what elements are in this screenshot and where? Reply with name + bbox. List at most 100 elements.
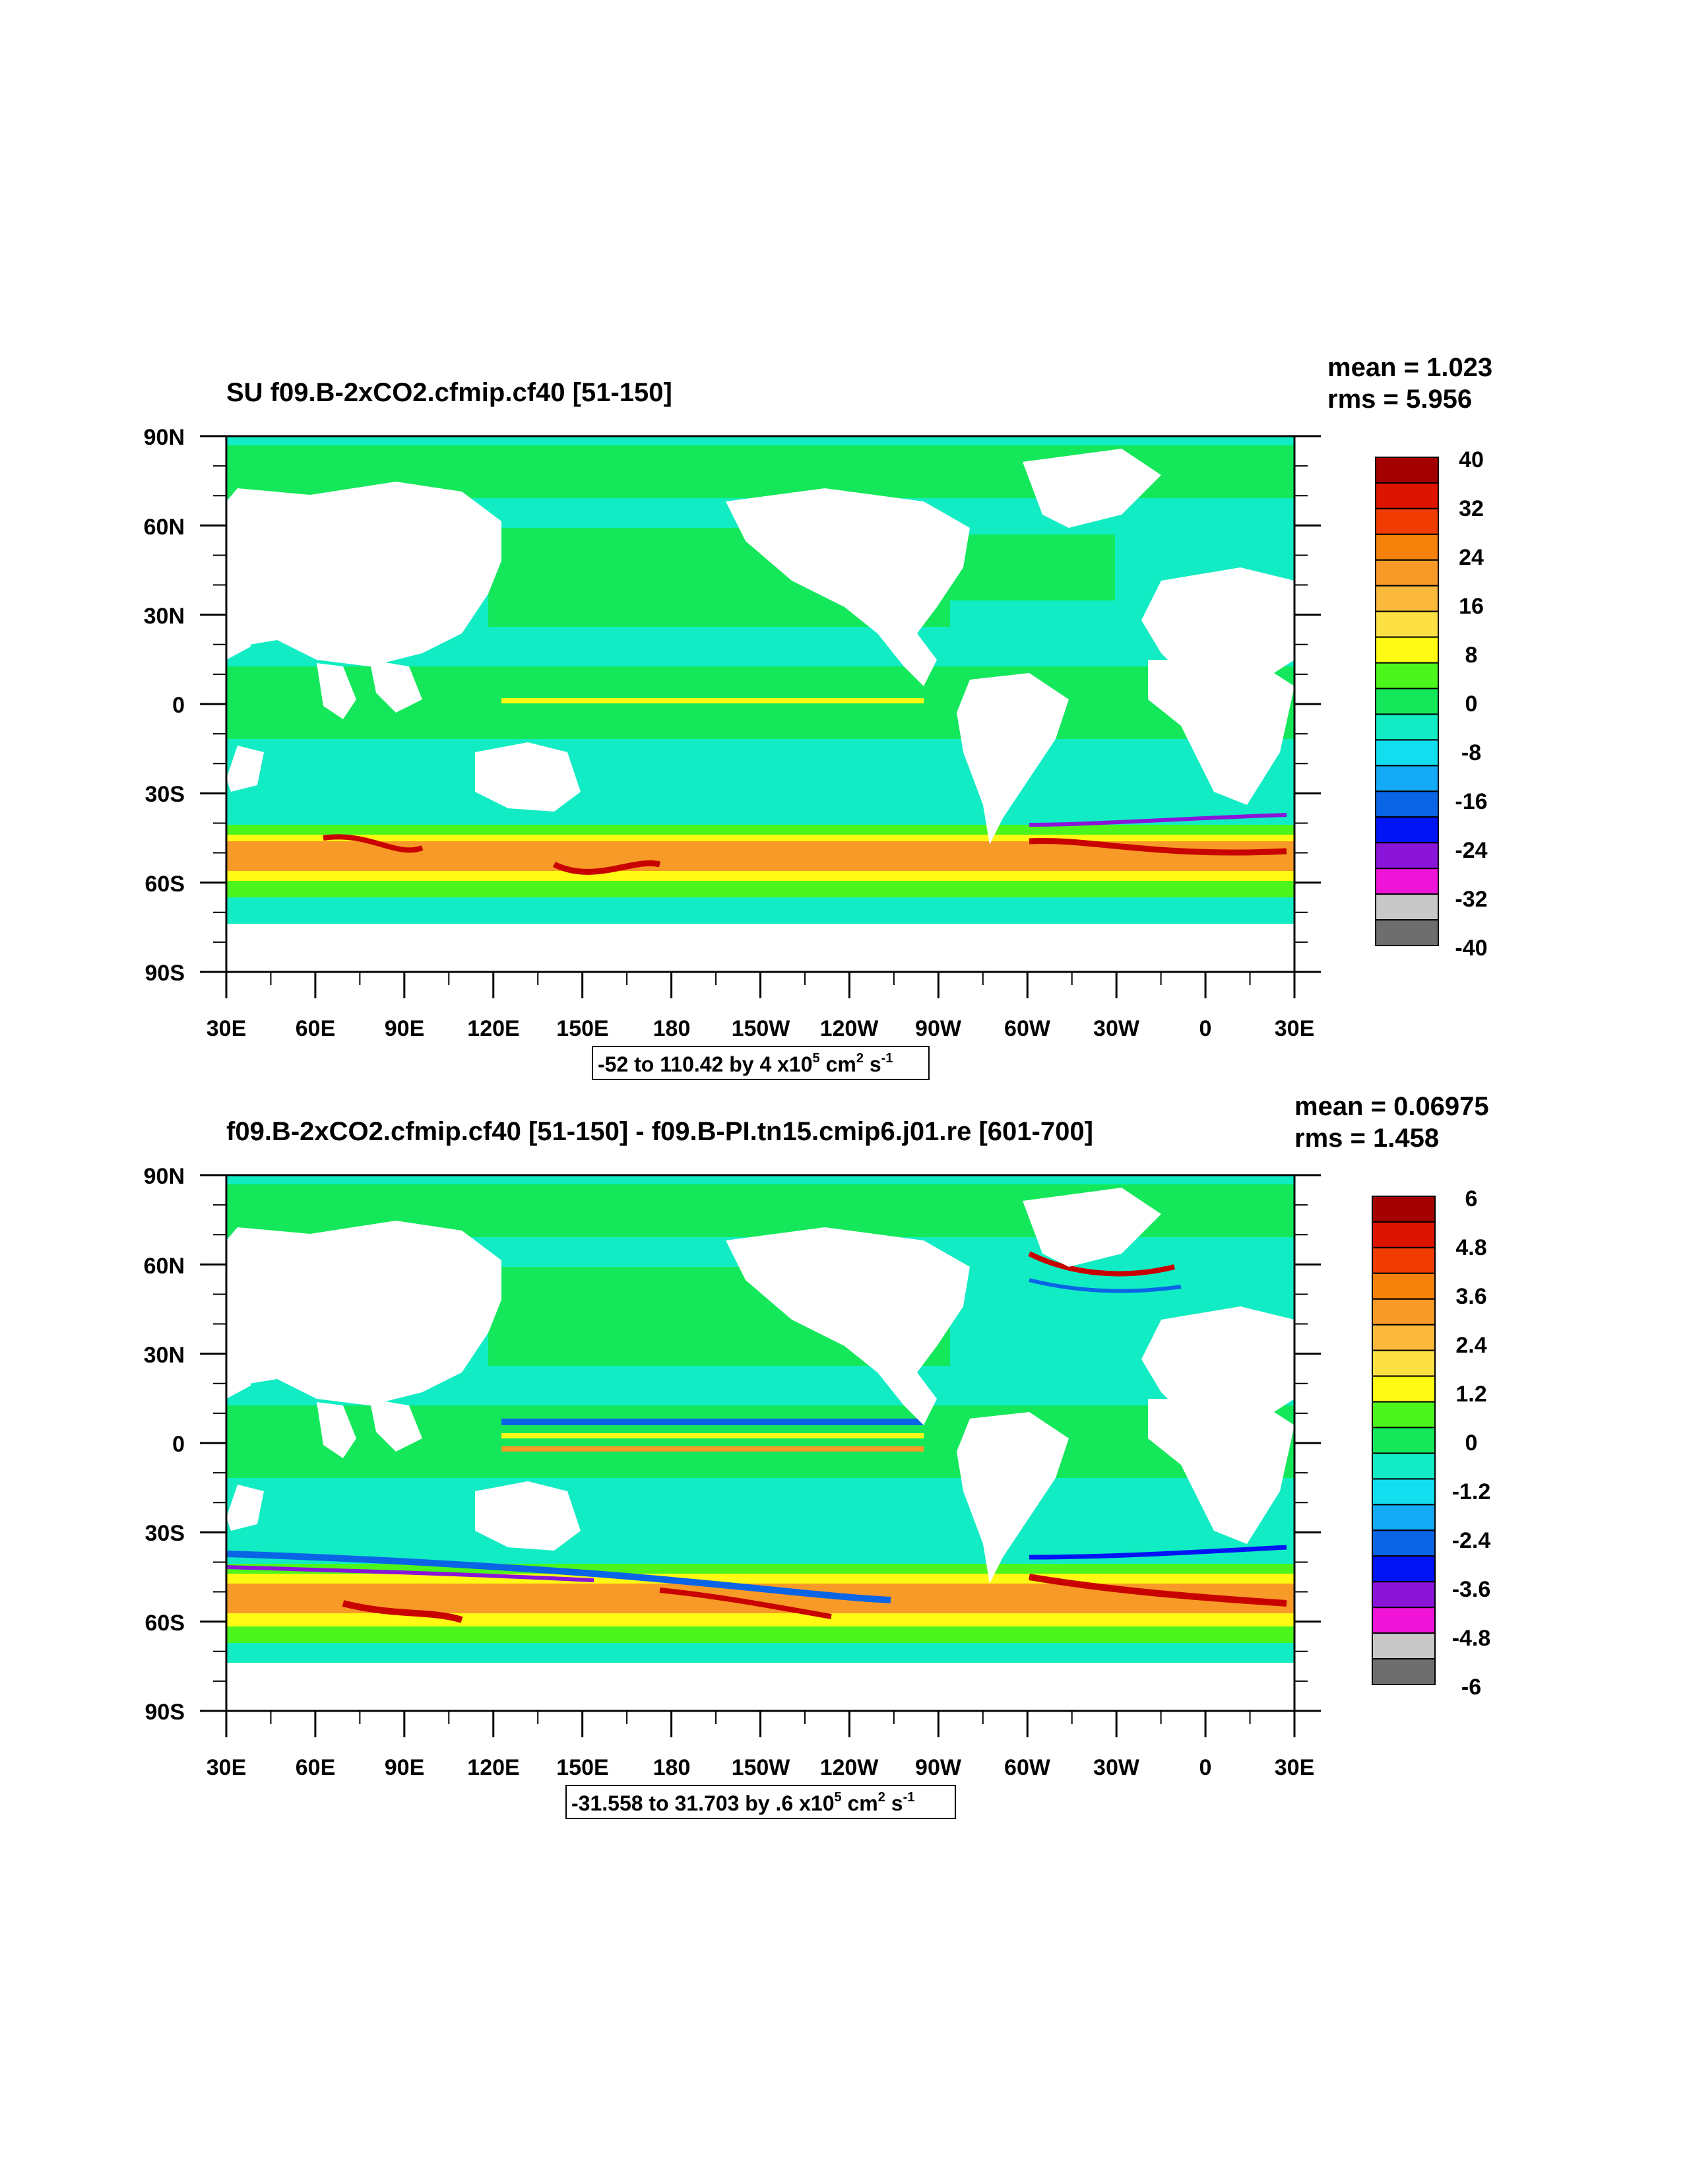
latitude-labels: 90N 60N 30N 0 30S 60S 90S [144,1164,185,1725]
colorbar-swatch [1375,868,1439,895]
lat-label: 60S [145,1611,185,1636]
lat-label: 0 [172,1432,185,1457]
antarctica [226,1663,1294,1711]
colorbar-swatch [1372,1452,1436,1480]
equatorial-stripe [501,1433,924,1438]
colorbar-label: -8 [1461,740,1481,765]
colorbar-label: -2.4 [1452,1528,1491,1553]
lon-label: 180 [653,1755,691,1780]
colorbar-swatch [1372,1529,1436,1557]
lat-label: 90N [144,425,185,450]
lat-label: 30S [145,1521,185,1546]
axis-ticks [200,1174,1321,1737]
land [226,1188,1294,1584]
colorbar-swatch [1372,1375,1436,1403]
colorbar-swatch [1375,739,1439,767]
latitude-labels: 90N 60N 30N 0 30S 60S 90S [144,425,185,986]
colorbar-swatch [1375,585,1439,612]
colorbar-swatch [1375,482,1439,509]
colorbar-swatch [1372,1298,1436,1326]
lon-label: 90W [915,1755,962,1780]
colorbar-swatch [1375,919,1439,946]
colorbar-swatch [1375,662,1439,690]
contour-info-label: -52 to 110.42 by 4 x105 cm2 s-1 [598,1051,893,1076]
panel-title: SU f09.B-2xCO2.cfmip.cf40 [51-150] [226,378,672,407]
acc-anomaly [342,1600,463,1623]
lon-label: 180 [653,1016,691,1041]
equatorial-stripe [501,1419,924,1425]
acc-anomaly [226,1551,891,1603]
colorbar-labels: 6 4.8 3.6 2.4 1.2 0 -1.2 -2.4 -3.6 -4.8 … [1452,1186,1491,1700]
panel-2: f09.B-2xCO2.cfmip.cf40 [51-150] - f09.B-… [144,1092,1491,1819]
colorbar-label: 3.6 [1455,1284,1486,1309]
longitude-labels: 30E 60E 90E 120E 150E 180 150W 120W 90W … [207,1016,1315,1041]
colorbar-swatch [1372,1349,1436,1377]
contour-info-box [592,1046,930,1080]
colorbar-swatch [1375,507,1439,535]
lon-label: 90E [385,1016,425,1041]
lat-label: 90S [145,961,185,986]
lon-label: 90W [915,1016,962,1041]
colorbar-label: 40 [1459,447,1484,472]
lon-label: 150E [556,1755,608,1780]
acc-front [323,834,424,853]
lat-label: 60N [144,515,185,540]
colorbar-label: 24 [1459,545,1484,570]
colorbar-label: 0 [1465,1430,1478,1456]
rms-label: rms = 1.458 [1294,1124,1439,1153]
colorbar-swatch [1375,610,1439,638]
colorbar-swatch [1375,713,1439,741]
contour-info-label: -31.558 to 31.703 by .6 x105 cm2 s-1 [571,1790,914,1815]
colorbar-swatch [1375,457,1439,484]
colorbar-swatch [1375,765,1439,792]
colorbar-swatch [1375,842,1439,870]
colorbar-labels: 40 32 24 16 8 0 -8 -16 -24 -32 -40 [1455,447,1487,961]
panel-title: f09.B-2xCO2.cfmip.cf40 [51-150] - f09.B-… [226,1117,1093,1146]
lat-label: 60N [144,1254,185,1279]
colorbar-label: 4.8 [1455,1235,1486,1260]
colorbar-label: 1.2 [1455,1382,1486,1407]
lon-label: 150E [556,1016,608,1041]
lat-label: 90N [144,1164,185,1189]
colorbar-swatch [1375,636,1439,664]
colorbar-swatch [1372,1272,1436,1300]
colorbar-label: -3.6 [1452,1577,1491,1602]
colorbar-label: -4.8 [1452,1626,1491,1651]
colorbar-swatch [1372,1324,1436,1351]
north-atlantic-band [950,534,1115,600]
lon-label: 0 [1199,1016,1212,1041]
acc-anomaly [1029,1545,1287,1560]
equatorial-stripe [501,1446,924,1452]
colorbar-swatch [1372,1632,1436,1660]
colorbar-label: -40 [1455,936,1487,961]
colorbar-label: -1.2 [1452,1479,1491,1504]
colorbar [1372,1196,1436,1686]
longitude-labels: 30E 60E 90E 120E 150E 180 150W 120W 90W … [207,1755,1315,1780]
colorbar-label: 32 [1459,496,1484,521]
lon-label: 150W [732,1755,791,1780]
colorbar-label: 0 [1465,691,1478,717]
panel-1: SU f09.B-2xCO2.cfmip.cf40 [51-150] mean … [144,353,1492,1080]
lon-label: 30W [1093,1016,1140,1041]
lon-label: 120W [820,1016,879,1041]
colorbar [1375,457,1439,946]
axis-ticks [200,435,1321,998]
colorbar-label: -32 [1455,887,1487,912]
lon-label: 0 [1199,1755,1212,1780]
colorbar-label: 8 [1465,643,1478,668]
lat-label: 90S [145,1700,185,1725]
colorbar-swatch [1372,1555,1436,1583]
land [226,449,1294,845]
lat-label: 30N [144,1343,185,1368]
mean-label: mean = 0.06975 [1294,1092,1489,1121]
colorbar-swatch [1372,1246,1436,1274]
lat-label: 0 [172,693,185,718]
lon-label: 30E [207,1755,247,1780]
antarctica [226,924,1294,972]
lon-label: 120W [820,1755,879,1780]
lon-label: 120E [467,1016,519,1041]
colorbar-label: 16 [1459,594,1484,619]
lon-label: 60W [1004,1016,1051,1041]
lat-label: 30N [144,604,185,629]
lat-label: 30S [145,782,185,807]
